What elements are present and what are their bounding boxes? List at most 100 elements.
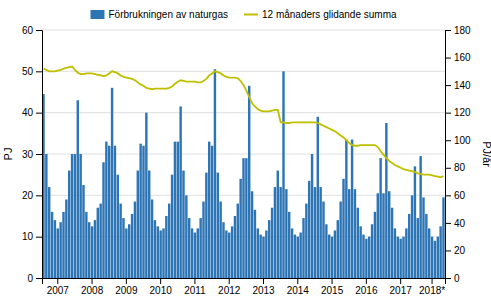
bar — [325, 224, 327, 278]
legend-item: Förbrukningen av naturgas — [90, 9, 228, 20]
bar — [191, 228, 193, 278]
grid-line — [42, 30, 445, 31]
bar — [188, 218, 190, 278]
bar — [382, 193, 384, 278]
y2-axis: 020406080100120140160180 — [445, 25, 471, 284]
bar — [134, 202, 136, 278]
y-axis: 0102030405060 — [22, 25, 43, 284]
bar — [157, 226, 159, 278]
legend-label: Förbrukningen av naturgas — [108, 9, 228, 20]
bar — [305, 204, 307, 278]
axis-line — [36, 31, 43, 279]
chart: 2007200820092010201120122013201420152016… — [0, 0, 491, 302]
bar — [251, 191, 253, 278]
bar — [119, 204, 121, 278]
tick: 20 — [445, 245, 466, 256]
bar — [219, 202, 221, 278]
tick-label: 20 — [454, 245, 466, 256]
tick-mark — [445, 223, 451, 224]
bar — [331, 237, 333, 278]
bar — [97, 208, 99, 278]
tick: 2014 — [287, 278, 310, 296]
bar — [377, 193, 379, 278]
bar — [425, 214, 427, 278]
bar — [179, 106, 181, 278]
tick-label: 2015 — [321, 285, 344, 296]
bar — [125, 228, 127, 278]
legend-label: 12 månaders glidande summa — [262, 9, 397, 20]
tick-mark — [445, 195, 451, 196]
tick: 2008 — [81, 278, 104, 296]
bar — [291, 228, 293, 278]
tick-label: 2016 — [355, 285, 378, 296]
bar — [197, 228, 199, 278]
bar — [59, 222, 61, 278]
bar — [148, 171, 150, 278]
tick: 30 — [22, 149, 42, 160]
bar — [362, 235, 364, 278]
bar — [68, 171, 70, 278]
tick: 2007 — [47, 278, 70, 296]
bar — [208, 142, 210, 278]
tick-mark — [57, 278, 58, 284]
tick-label: 2014 — [287, 285, 310, 296]
plot-area — [42, 67, 444, 278]
bar — [405, 228, 407, 278]
bar — [277, 171, 279, 278]
bar — [117, 175, 119, 278]
legend-item: 12 månaders glidande summa — [244, 9, 397, 20]
bar — [168, 204, 170, 278]
bar — [345, 140, 347, 278]
x-axis: 2007200820092010201120122013201420152016… — [43, 278, 446, 296]
bar — [274, 187, 276, 278]
bar — [385, 123, 387, 278]
bar — [391, 208, 393, 278]
tick: 40 — [445, 218, 466, 229]
bar — [94, 220, 96, 278]
bar — [322, 202, 324, 278]
tick-label: 10 — [22, 231, 34, 242]
bar — [105, 142, 107, 278]
tick: 60 — [445, 190, 466, 201]
bar — [279, 187, 281, 278]
tick: 2009 — [115, 278, 138, 296]
tick: 2016 — [355, 278, 378, 296]
tick-label: 120 — [454, 107, 471, 118]
bar — [328, 235, 330, 278]
bar — [159, 230, 161, 278]
tick-mark — [36, 113, 42, 114]
bar — [371, 224, 373, 278]
bar — [357, 208, 359, 278]
y-axis-title: PJ — [2, 148, 14, 161]
tick-label: 0 — [454, 273, 460, 284]
bar — [45, 154, 47, 278]
bar — [248, 86, 250, 278]
bar — [185, 195, 187, 278]
tick-mark — [36, 195, 42, 196]
grid-line — [42, 71, 445, 72]
tick: 180 — [445, 25, 471, 36]
tick-label: 60 — [454, 190, 466, 201]
tick: 2015 — [321, 278, 344, 296]
bar — [131, 214, 133, 278]
bar — [365, 239, 367, 278]
tick: 60 — [22, 25, 42, 36]
bar — [288, 212, 290, 278]
bar — [234, 216, 236, 278]
bar — [311, 154, 313, 278]
legend-swatch — [90, 10, 104, 19]
bar — [237, 204, 239, 278]
bar — [394, 228, 396, 278]
bar — [74, 154, 76, 278]
bar — [142, 146, 144, 278]
bar — [359, 226, 361, 278]
bar — [285, 189, 287, 278]
bar — [437, 237, 439, 278]
tick-mark — [445, 85, 451, 86]
bar — [57, 228, 59, 278]
grid — [42, 30, 445, 278]
bar — [48, 187, 50, 278]
axis-line — [446, 31, 452, 279]
tick: 2018* — [419, 278, 445, 296]
bar — [122, 218, 124, 278]
